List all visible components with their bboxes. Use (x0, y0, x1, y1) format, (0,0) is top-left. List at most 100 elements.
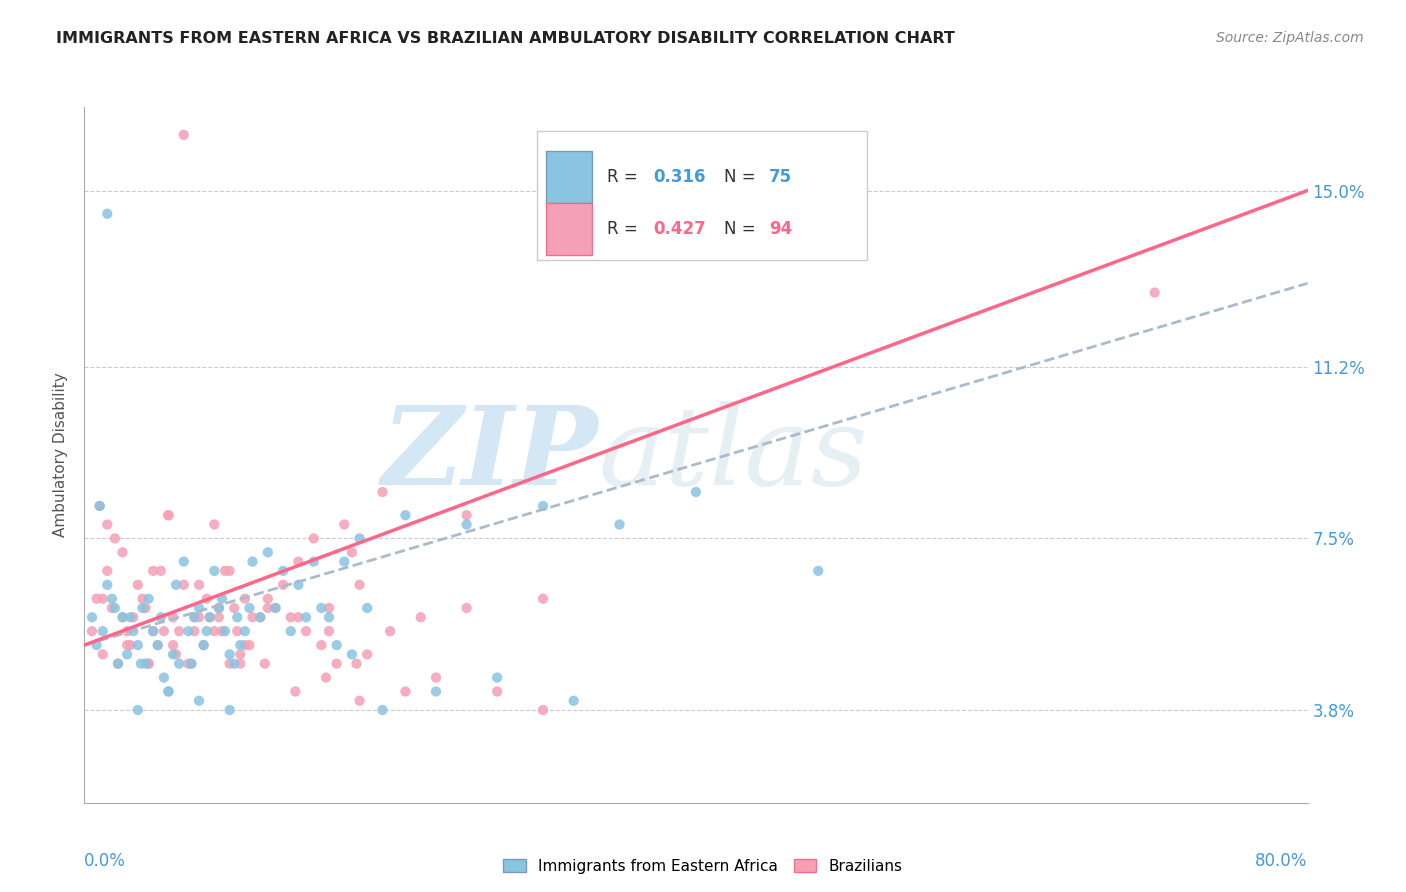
Point (356, 648, 378, 662)
Text: atlas: atlas (598, 401, 868, 508)
Point (349, 578, 371, 592)
Point (302, 532, 325, 546)
Text: 0.316: 0.316 (654, 168, 706, 186)
Text: 80.0%: 80.0% (1256, 852, 1308, 870)
Point (96, 578, 118, 592)
Point (188, 610, 211, 624)
Point (122, 610, 145, 624)
Point (149, 564, 172, 578)
Point (127, 578, 149, 592)
Point (315, 671, 337, 685)
Point (142, 624, 165, 639)
Point (531, 499, 554, 513)
Point (1143, 285, 1166, 300)
Point (318, 624, 340, 639)
Point (253, 657, 276, 671)
Point (238, 638, 260, 652)
Point (183, 624, 205, 639)
Point (218, 703, 240, 717)
Point (287, 610, 309, 624)
Point (271, 564, 294, 578)
Point (91, 648, 114, 662)
Point (162, 648, 184, 662)
Point (346, 657, 368, 671)
Point (167, 624, 190, 639)
Point (115, 624, 138, 639)
Point (349, 532, 371, 546)
Point (302, 555, 325, 569)
Point (183, 610, 205, 624)
Point (425, 671, 447, 685)
Point (233, 591, 256, 606)
Point (157, 508, 180, 523)
Point (211, 624, 233, 639)
Point (96, 517, 118, 532)
Point (193, 638, 215, 652)
Point (242, 610, 264, 624)
Y-axis label: Ambulatory Disability: Ambulatory Disability (53, 373, 69, 537)
Point (129, 657, 152, 671)
Point (609, 517, 631, 532)
Point (340, 648, 363, 662)
Point (208, 610, 231, 624)
Point (287, 555, 309, 569)
Point (229, 648, 252, 662)
Point (456, 508, 478, 523)
Point (333, 555, 356, 569)
Point (356, 601, 378, 615)
Point (249, 610, 271, 624)
Point (202, 517, 225, 532)
Point (318, 601, 340, 615)
Point (486, 671, 509, 685)
Point (89, 499, 111, 513)
Point (86, 591, 108, 606)
Point (104, 601, 127, 615)
Point (142, 564, 165, 578)
FancyBboxPatch shape (537, 131, 868, 260)
Point (177, 657, 200, 671)
Point (91, 624, 114, 639)
Point (122, 624, 145, 639)
Point (91, 591, 114, 606)
Point (162, 638, 184, 652)
Point (531, 703, 554, 717)
Point (153, 671, 176, 685)
Point (101, 591, 124, 606)
Point (340, 545, 363, 559)
Point (149, 610, 172, 624)
Point (224, 601, 246, 615)
Point (394, 684, 416, 698)
Point (138, 657, 160, 671)
Text: 75: 75 (769, 168, 793, 186)
Point (371, 485, 394, 500)
Point (685, 485, 707, 500)
Point (165, 578, 187, 592)
Point (131, 601, 153, 615)
Point (104, 532, 127, 546)
Point (111, 610, 134, 624)
Point (142, 624, 165, 639)
Point (167, 657, 190, 671)
Point (115, 638, 138, 652)
Point (233, 624, 256, 639)
Point (287, 578, 309, 592)
Text: N =: N = (724, 219, 761, 238)
Text: 94: 94 (769, 219, 793, 238)
Point (80, 624, 103, 639)
Point (173, 555, 195, 569)
Point (531, 591, 554, 606)
Point (264, 601, 287, 615)
Point (120, 638, 142, 652)
Point (349, 694, 371, 708)
Point (229, 638, 252, 652)
Point (195, 624, 218, 639)
Point (138, 657, 160, 671)
Point (226, 624, 249, 639)
Legend: Immigrants from Eastern Africa, Brazilians: Immigrants from Eastern Africa, Brazilia… (498, 853, 908, 880)
Point (456, 601, 478, 615)
Point (257, 545, 280, 559)
Point (138, 591, 160, 606)
Point (311, 638, 333, 652)
Point (173, 578, 195, 592)
Point (157, 508, 180, 523)
